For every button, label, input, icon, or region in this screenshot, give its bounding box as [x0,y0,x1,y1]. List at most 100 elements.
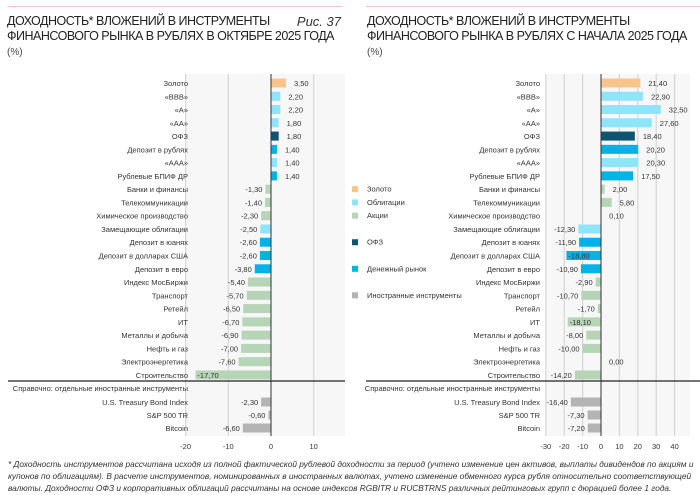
category-label: Золото [163,79,188,88]
data-label: -8,00 [566,331,583,340]
category-label: Замещающие облигации [453,225,540,234]
bar [271,105,281,115]
legend-label: Иностранные инструменты [367,291,462,300]
bar [242,317,271,327]
data-label: 0,00 [609,358,624,367]
bar [259,251,271,261]
legend-swatch [352,186,358,193]
bar [259,237,271,247]
category-label: «A» [175,106,188,115]
category-label: Золото [515,79,540,88]
left-chart-header: Рис. 37 ДОХОДНОСТЬ* ВЛОЖЕНИЙ В ИНСТРУМЕН… [7,14,341,59]
data-label: -6,50 [223,305,240,314]
bar [241,330,271,340]
data-label: 32,50 [669,106,688,115]
x-tick-label: 40 [670,442,678,451]
data-label: -10,00 [558,344,579,353]
x-tick-label: 0 [599,442,603,451]
data-label: 2,20 [288,106,303,115]
category-label: S&P 500 TR [147,411,189,420]
bar [247,277,271,287]
bar [238,357,271,367]
data-label: -18,10 [570,318,591,327]
bar [242,423,271,433]
category-label: Ретейл [515,305,540,314]
right-unit: (%) [367,47,383,58]
category-label: Банки и финансы [479,185,540,194]
bar [268,410,271,420]
data-label: 0,10 [609,212,624,221]
category-label: «AAA» [517,159,540,168]
right-chart-header: ДОХОДНОСТЬ* ВЛОЖЕНИЙ В ИНСТРУМЕНТЫ ФИНАНС… [367,14,700,59]
left-unit: (%) [7,47,23,58]
data-label: -16,40 [547,398,568,407]
right-chart-title: ДОХОДНОСТЬ* ВЛОЖЕНИЙ В ИНСТРУМЕНТЫ ФИНАНС… [367,14,700,44]
data-label: 1,80 [287,132,302,141]
data-label: -2,50 [240,225,257,234]
category-label: ОФЗ [524,132,541,141]
data-label: -1,40 [245,198,262,207]
divider [8,6,342,7]
category-label: Ретейл [163,305,188,314]
data-label: -11,90 [555,238,576,247]
bar [587,423,601,433]
data-label: -2,90 [576,278,593,287]
bar [574,370,601,380]
data-label: -5,40 [228,278,245,287]
bar [601,105,661,115]
data-label: 20,30 [646,159,665,168]
data-label: -5,70 [227,291,244,300]
bar [601,131,635,141]
category-label: Химическое производство [96,212,188,221]
category-label: Транспорт [504,291,541,300]
bar [566,251,601,261]
data-label: -18,80 [568,252,589,261]
category-label: Химическое производство [448,212,540,221]
x-tick-label: -20 [180,442,191,451]
data-label: 3,50 [294,79,309,88]
bar [271,91,281,101]
category-label: Депозит в долларах США [451,252,540,261]
data-label: -10,90 [557,265,578,274]
bar [271,78,286,88]
bar [601,78,641,88]
bar [601,158,639,168]
category-label: «BBB» [517,92,540,101]
data-label: -6,90 [221,331,238,340]
x-tick-label: 20 [634,442,642,451]
category-label: Электроэнергетика [121,358,189,367]
legend-swatch [352,212,358,219]
legend-label: Акции [367,211,388,220]
title-line: ДОХОДНОСТЬ* ВЛОЖЕНИЙ В ИНСТРУМЕНТЫ [7,14,270,28]
category-label: Депозит в рублях [127,145,188,154]
data-label: -7,60 [218,358,235,367]
bar [271,144,277,154]
bar [601,144,639,154]
category-label: Металлы и добыча [473,331,540,340]
bar [265,184,271,194]
bar [195,370,271,380]
category-label: Депозит в рублях [479,145,540,154]
bar [582,343,601,353]
category-label: Рублевые БПИФ ДР [117,172,188,181]
bar [580,264,601,274]
bar [581,290,601,300]
title-line: ДОХОДНОСТЬ* ВЛОЖЕНИЙ В ИНСТРУМЕНТЫ [367,14,630,28]
x-tick-label: 10 [310,442,318,451]
bar [271,171,277,181]
category-label: «AA» [170,119,188,128]
data-label: -7,00 [221,344,238,353]
category-label: Индекс МосБиржи [124,278,188,287]
bar [586,330,601,340]
bar [601,197,612,207]
legend-swatch [352,265,358,272]
legend-label: ОФЗ [367,238,384,247]
category-label: ОФЗ [172,132,189,141]
data-label: 20,20 [646,145,665,154]
data-label: -2,60 [240,252,257,261]
data-label: -6,60 [223,424,240,433]
category-label: Депозит в долларах США [99,252,188,261]
x-tick-label: 0 [269,442,273,451]
bar [271,158,277,168]
